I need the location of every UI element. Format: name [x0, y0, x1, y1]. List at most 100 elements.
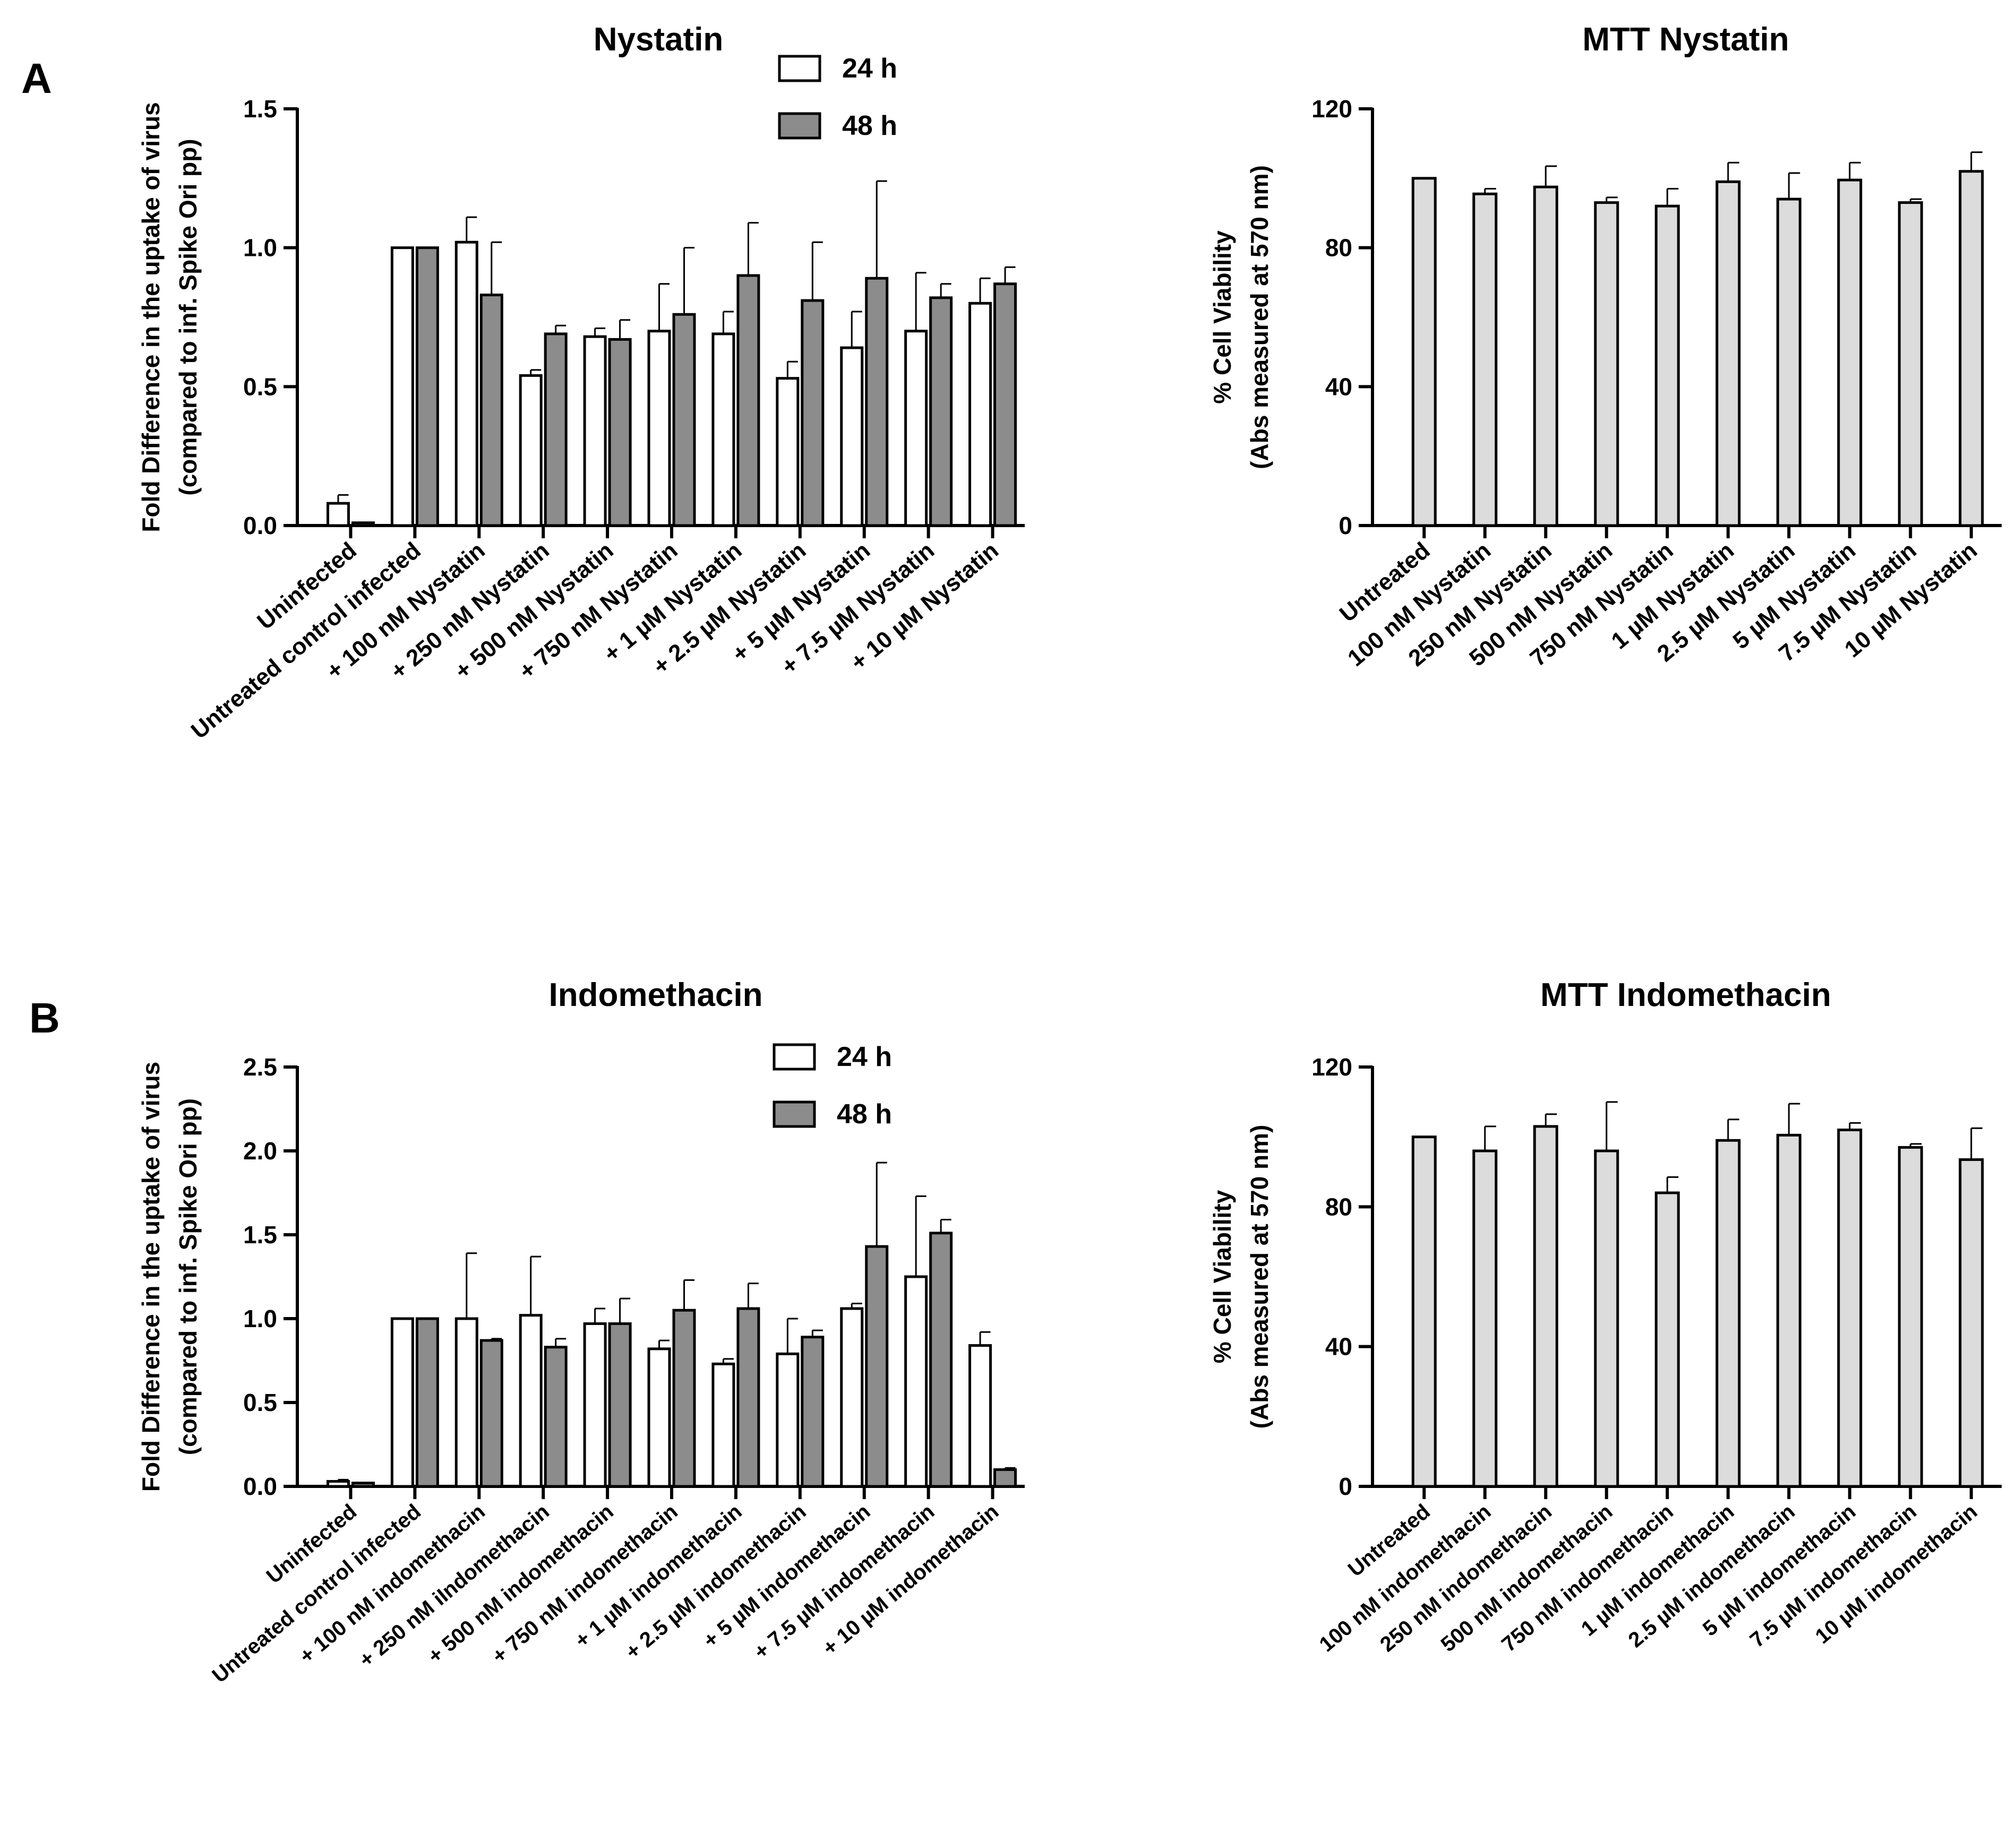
bar-48-h-2-5-m-nystatin [801, 299, 825, 527]
bar-48-h-500-nm-indomethacin [608, 1322, 632, 1488]
y-axis-label: Fold Difference in the uptake of virus [137, 102, 165, 532]
bar-48-h-1-m-indomethacin [736, 1307, 760, 1488]
bar-48-h-7-5-m-nystatin [929, 296, 953, 527]
bar-48-h-7-5-m-indomethacin [929, 1232, 953, 1488]
bar-48-h-750-nm-indomethacin [672, 1309, 696, 1488]
bar-48-h-10-m-indomethacin [993, 1468, 1017, 1488]
bar-mtt-500-nm-nystatin [1594, 201, 1619, 527]
bar-mtt-100-nm-indomethacin [1472, 1149, 1498, 1488]
bar-24-h-2-5-m-indomethacin [776, 1352, 800, 1488]
bars [326, 1161, 1017, 1488]
y-tick-label: 2.5 [243, 1053, 277, 1081]
chart-mtt-indomethacin: MTT Indomethacin % Cell Viability (Abs mea… [1208, 977, 2002, 1656]
bar-48-h-5-m-nystatin [865, 277, 889, 527]
bars [1411, 151, 1984, 527]
bars [1411, 1101, 1984, 1488]
bar-48-h-750-nm-nystatin [672, 313, 696, 527]
legend-swatch-48-h [778, 112, 821, 140]
bar-48-h-untreated-control-infected [415, 246, 439, 527]
bar-24-h-5-m-indomethacin [840, 1307, 864, 1488]
y-axis-label: Fold Difference in the uptake of virus [137, 1062, 165, 1492]
bar-24-h-10-m-nystatin [968, 302, 992, 527]
bar-mtt-2-5-m-nystatin [1776, 197, 1801, 527]
bar-24-h-7-5-m-indomethacin [904, 1275, 928, 1488]
bar-24-h-5-m-nystatin [840, 346, 864, 527]
y-tick-label: 2.0 [243, 1137, 277, 1165]
bar-mtt-untreated [1411, 1135, 1437, 1488]
panel-label-a: A [21, 55, 52, 102]
y-tick-label: 1.0 [243, 234, 277, 262]
y-tick-label: 0.0 [243, 512, 277, 539]
bar-24-h-500-nm-indomethacin [583, 1322, 607, 1488]
bar-24-h-2-5-m-nystatin [776, 377, 800, 527]
bar-24-h-250-nm-iindomethacin [519, 1314, 543, 1488]
bar-mtt-500-nm-indomethacin [1594, 1149, 1619, 1488]
bars [326, 180, 1017, 527]
legend-swatch-24-h [778, 55, 821, 82]
bar-48-h-5-m-indomethacin [865, 1245, 889, 1488]
chart-title: MTT Nystatin [1582, 21, 1789, 58]
bar-mtt-5-m-nystatin [1837, 178, 1863, 527]
y-tick-label: 40 [1325, 373, 1352, 400]
bar-48-h-2-5-m-indomethacin [801, 1336, 825, 1488]
bar-48-h-10-m-nystatin [993, 282, 1017, 527]
bar-24-h-10-m-indomethacin [968, 1344, 992, 1488]
y-tick-label: 0.5 [243, 373, 277, 400]
bar-24-h-250-nm-nystatin [519, 374, 543, 527]
y-axis-label-line2: (compared to inf. Spike Ori pp) [174, 1098, 202, 1455]
bar-mtt-2-5-m-indomethacin [1776, 1133, 1801, 1488]
y-tick-label: 1.5 [243, 95, 277, 123]
y-axis-label-line2: (Abs measured at 570 nm) [1246, 1125, 1273, 1429]
bar-48-h-100-nm-indomethacin [479, 1339, 503, 1488]
bar-mtt-1-m-nystatin [1715, 180, 1741, 527]
bar-48-h-250-nm-nystatin [544, 332, 568, 527]
bar-24-h-uninfected [326, 1480, 350, 1488]
y-tick-label: 1.0 [243, 1305, 277, 1332]
y-tick-label: 120 [1311, 95, 1352, 123]
legend-swatch-48-h [773, 1100, 816, 1128]
bar-mtt-untreated [1411, 177, 1437, 527]
y-axis-label-line2: (Abs measured at 570 nm) [1246, 165, 1273, 469]
legend-label-24-h: 24 h [837, 1042, 892, 1072]
bar-48-h-uninfected [351, 1482, 375, 1488]
bar-48-h-500-nm-nystatin [608, 338, 632, 527]
legend-label-48-h: 48 h [842, 110, 897, 141]
legend-label-24-h: 24 h [842, 53, 897, 84]
panel-label-b: B [29, 994, 60, 1042]
bar-24-h-100-nm-nystatin [454, 240, 478, 527]
y-axis-label: % Cell Viability [1208, 230, 1236, 404]
y-axis-label-line2: (compared to inf. Spike Ori pp) [174, 139, 202, 495]
bar-24-h-untreated-control-infected [390, 1317, 414, 1488]
bar-24-h-uninfected [326, 502, 350, 527]
bar-mtt-10-m-indomethacin [1959, 1158, 1984, 1488]
y-tick-label: 1.5 [243, 1221, 277, 1249]
y-tick-label: 80 [1325, 1193, 1352, 1220]
y-tick-label: 120 [1311, 1053, 1352, 1081]
bar-mtt-7-5-m-nystatin [1898, 201, 1923, 527]
y-tick-label: 0.0 [243, 1473, 277, 1500]
bar-mtt-750-nm-nystatin [1654, 204, 1680, 527]
bar-mtt-250-nm-nystatin [1533, 185, 1558, 527]
bar-24-h-750-nm-nystatin [647, 330, 671, 527]
y-tick-label: 0.5 [243, 1389, 277, 1416]
bar-24-h-1-m-indomethacin [711, 1362, 735, 1488]
bar-24-h-750-nm-indomethacin [647, 1347, 671, 1488]
bar-mtt-5-m-indomethacin [1837, 1129, 1863, 1488]
y-tick-label: 0 [1339, 1473, 1352, 1500]
bar-48-h-1-m-nystatin [736, 274, 760, 527]
chart-title: MTT Indomethacin [1540, 977, 1831, 1013]
legend-label-48-h: 48 h [837, 1099, 892, 1130]
chart-nystatin-uptake: Nystatin Fold Difference in the uptake of… [137, 21, 1025, 744]
bar-24-h-7-5-m-nystatin [904, 330, 928, 527]
chart-mtt-nystatin: MTT Nystatin % Cell Viability (Abs measure… [1208, 21, 2002, 672]
bar-mtt-10-m-nystatin [1959, 170, 1984, 527]
chart-indomethacin-uptake: Indomethacin Fold Difference in the uptak… [137, 977, 1025, 1688]
bar-24-h-1-m-nystatin [711, 332, 735, 527]
legend-swatch-24-h [773, 1043, 816, 1071]
y-axis-label: % Cell Viability [1208, 1190, 1236, 1363]
y-tick-label: 0 [1339, 512, 1352, 539]
bar-mtt-100-nm-nystatin [1472, 192, 1498, 527]
bar-48-h-100-nm-nystatin [479, 294, 503, 527]
bar-mtt-750-nm-indomethacin [1654, 1191, 1680, 1488]
